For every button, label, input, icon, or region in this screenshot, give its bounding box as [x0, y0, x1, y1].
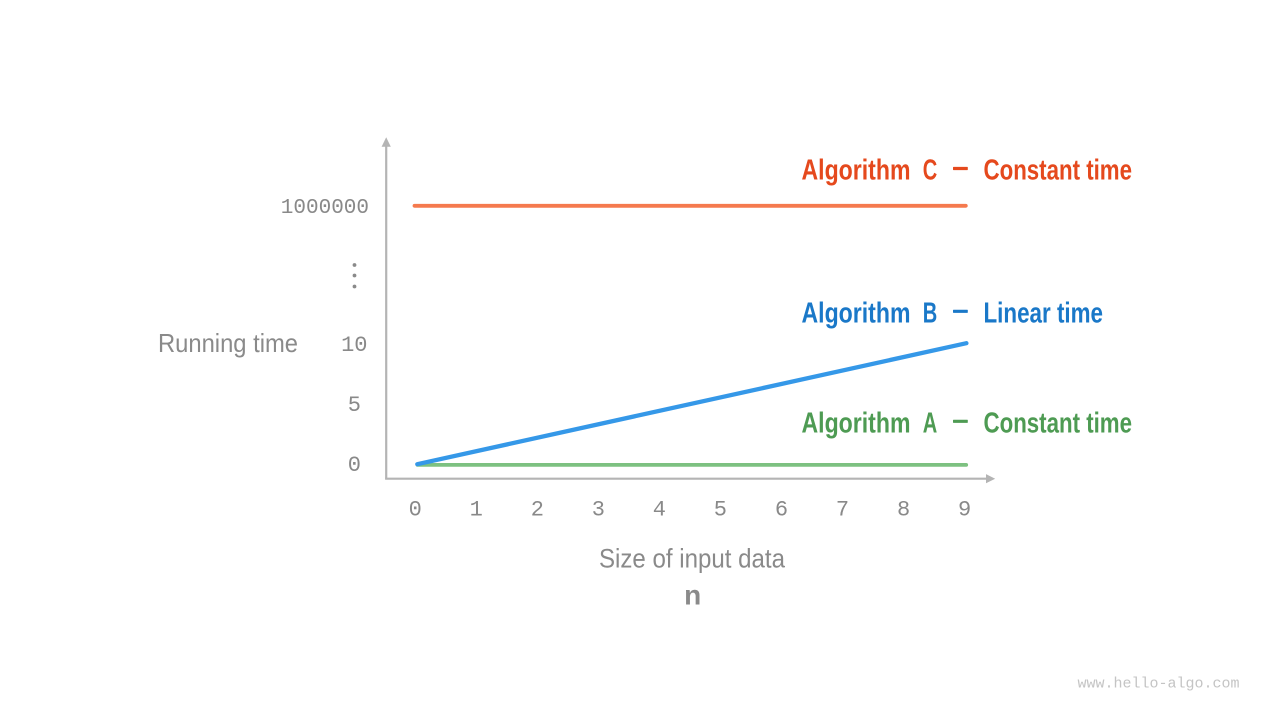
svg-text:2: 2: [531, 498, 544, 523]
svg-text:1: 1: [470, 498, 483, 523]
svg-text:www.hello-algo.com: www.hello-algo.com: [1077, 676, 1239, 693]
svg-text:0: 0: [348, 453, 361, 478]
svg-text:1000000: 1000000: [281, 197, 369, 220]
svg-text:8: 8: [897, 498, 910, 523]
svg-text:n: n: [684, 579, 701, 610]
svg-text:Algorithm: Algorithm: [802, 155, 911, 187]
svg-text:3: 3: [592, 498, 605, 523]
svg-text:6: 6: [775, 498, 788, 523]
svg-text:Linear time: Linear time: [984, 297, 1104, 329]
svg-text:Constant time: Constant time: [984, 407, 1133, 439]
svg-text:5: 5: [348, 393, 361, 418]
svg-text:5: 5: [714, 498, 727, 523]
svg-text:Running time: Running time: [158, 328, 298, 358]
svg-text:A: A: [923, 407, 938, 439]
svg-text:Algorithm: Algorithm: [802, 407, 911, 439]
svg-text:4: 4: [653, 498, 666, 523]
svg-text:7: 7: [836, 498, 849, 523]
svg-text:Size of input data: Size of input data: [599, 543, 785, 573]
svg-text:9: 9: [958, 498, 971, 523]
svg-text:0: 0: [409, 498, 422, 523]
svg-text:10: 10: [341, 333, 367, 358]
svg-text:C: C: [923, 155, 938, 187]
svg-text:B: B: [923, 297, 938, 329]
svg-text:Constant time: Constant time: [984, 155, 1133, 187]
svg-text:Algorithm: Algorithm: [802, 297, 911, 329]
